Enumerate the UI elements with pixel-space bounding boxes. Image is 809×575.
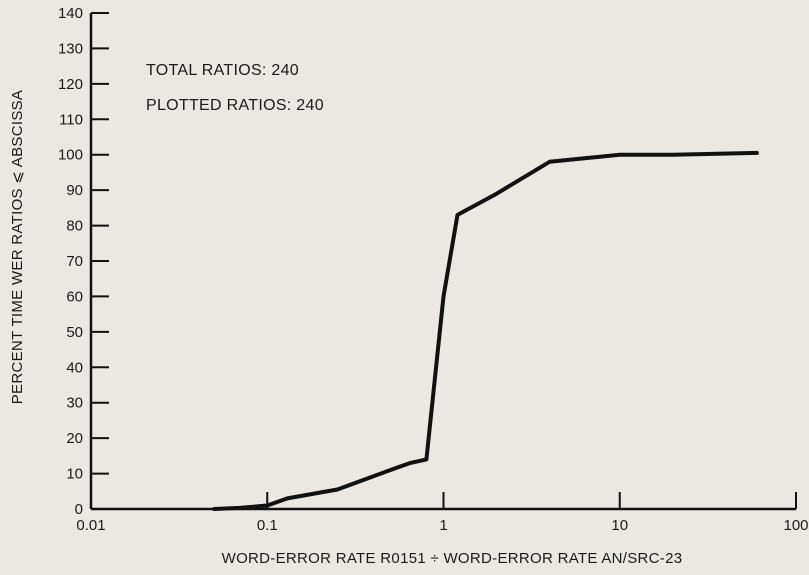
y-tick-label: 120 (58, 76, 83, 93)
series-line (212, 150, 759, 511)
y-tick-label: 90 (66, 182, 83, 199)
y-tick-label: 10 (66, 466, 83, 483)
y-axis-title: PERCENT TIME WER RATIOS ⩽ ABSCISSA (9, 90, 26, 405)
x-tick-label: 0.01 (76, 517, 105, 534)
y-tick-label: 80 (66, 218, 83, 235)
y-tick-label: 30 (66, 395, 83, 412)
y-tick-label: 0 (75, 501, 83, 518)
x-tick-label: 0.1 (257, 517, 278, 534)
series-layer (212, 150, 759, 511)
x-tick-label: 10 (611, 517, 628, 534)
annotation-total-ratios: TOTAL RATIOS: 240 (146, 62, 299, 79)
y-tick-label: 130 (58, 40, 83, 57)
x-axis-ticks: 0.01 0.1 1 10 100 (76, 492, 809, 534)
y-tick-label: 20 (66, 430, 83, 447)
y-tick-label: 70 (66, 253, 83, 270)
y-axis-ticks: 0 10 20 30 40 50 60 70 80 90 100 110 120 130 140 (58, 5, 109, 518)
y-tick-label: 110 (59, 111, 83, 128)
y-tick-label: 40 (66, 359, 83, 376)
y-tick-label: 140 (58, 5, 83, 22)
annotation-plotted-ratios: PLOTTED RATIOS: 240 (146, 97, 324, 114)
x-tick-label: 1 (439, 517, 447, 534)
x-tick-label: 100 (783, 517, 808, 534)
y-tick-label: 60 (66, 288, 83, 305)
y-tick-label: 100 (58, 147, 83, 164)
x-axis-title: WORD-ERROR RATE R0151 ÷ WORD-ERROR RATE … (222, 550, 683, 567)
y-tick-label: 50 (66, 324, 83, 341)
